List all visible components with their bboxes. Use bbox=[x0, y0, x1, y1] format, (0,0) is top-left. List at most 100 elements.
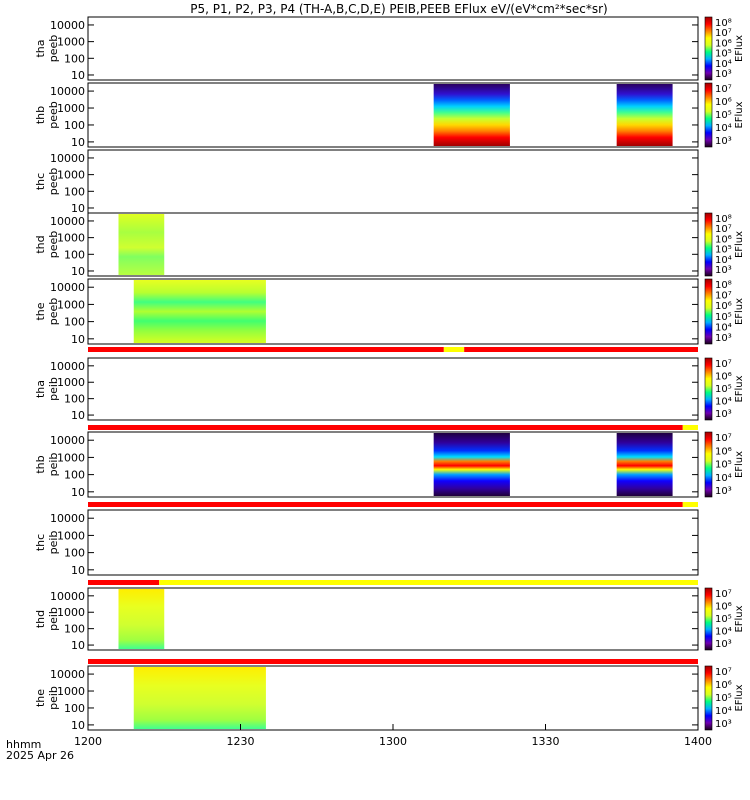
status-strip bbox=[88, 425, 698, 430]
status-strip bbox=[88, 659, 698, 664]
colorbar-tick-label: 10⁷ bbox=[715, 224, 732, 235]
colorbar-tick-label: 10⁴ bbox=[715, 627, 732, 638]
colorbar-tick-label: 10⁵ bbox=[715, 693, 732, 704]
panel-label-product: peeb bbox=[47, 101, 60, 129]
colorbar-label: EFlux bbox=[734, 605, 745, 632]
y-tick-label: 10000 bbox=[50, 19, 85, 32]
panel-label-probe: the bbox=[34, 689, 47, 707]
colorbar-tick-label: 10⁷ bbox=[715, 291, 732, 302]
colorbar-label: EFlux bbox=[734, 451, 745, 478]
panel-label-probe: the bbox=[34, 302, 47, 320]
y-tick-label: 100 bbox=[64, 393, 85, 406]
panel-label-product: peib bbox=[47, 377, 60, 401]
panel-label-product: peib bbox=[47, 531, 60, 555]
y-tick-label: 1000 bbox=[57, 529, 85, 542]
panel-frame bbox=[87, 16, 699, 81]
panel-frame bbox=[87, 509, 699, 576]
panel-label-probe: thd bbox=[34, 610, 47, 628]
strip-segment bbox=[88, 659, 698, 664]
spectrogram-block bbox=[433, 433, 510, 496]
colorbar bbox=[704, 16, 713, 81]
colorbar-label: EFlux bbox=[734, 375, 745, 402]
panel-frame bbox=[87, 431, 699, 498]
panel-label-probe: thb bbox=[34, 455, 47, 473]
colorbar-tick-label: 10⁶ bbox=[715, 97, 732, 108]
x-tick-label: 1200 bbox=[74, 735, 102, 748]
colorbar-tick-label: 10⁴ bbox=[715, 706, 732, 717]
strip-segment bbox=[88, 425, 683, 430]
panel-label-probe: thc bbox=[34, 534, 47, 551]
date-label: 2025 Apr 26 bbox=[6, 749, 74, 762]
y-tick-label: 100 bbox=[64, 248, 85, 261]
y-tick-label: 10000 bbox=[50, 85, 85, 98]
strip-segment bbox=[88, 347, 444, 352]
colorbar-tick-label: 10³ bbox=[715, 486, 732, 497]
colorbar-tick-label: 10⁶ bbox=[715, 234, 732, 245]
status-strip bbox=[88, 502, 698, 507]
y-tick-label: 10000 bbox=[50, 281, 85, 294]
spectrogram-block bbox=[433, 84, 510, 146]
colorbar-tick-label: 10⁸ bbox=[715, 214, 732, 225]
y-tick-label: 10 bbox=[71, 69, 85, 82]
colorbar-tick-label: 10⁶ bbox=[715, 301, 732, 312]
panel-label-probe: tha bbox=[34, 39, 47, 57]
panel-frame bbox=[87, 357, 699, 421]
y-tick-label: 10000 bbox=[50, 152, 85, 165]
y-tick-label: 100 bbox=[64, 119, 85, 132]
panel-label-product: peib bbox=[47, 607, 60, 631]
colorbar-tick-label: 10⁴ bbox=[715, 473, 732, 484]
strip-segment bbox=[464, 347, 698, 352]
y-tick-label: 100 bbox=[64, 547, 85, 560]
colorbar-tick-label: 10⁷ bbox=[715, 84, 732, 95]
colorbar-tick-label: 10⁷ bbox=[715, 667, 732, 678]
colorbar-tick-label: 10⁵ bbox=[715, 614, 732, 625]
colorbar-tick-label: 10³ bbox=[715, 69, 732, 80]
y-tick-label: 10 bbox=[71, 136, 85, 149]
colorbar-tick-label: 10³ bbox=[715, 719, 732, 730]
y-tick-label: 10 bbox=[71, 564, 85, 577]
colorbar-tick-label: 10⁷ bbox=[715, 433, 732, 444]
colorbar-tick-label: 10⁵ bbox=[715, 384, 732, 395]
x-tick-label: 1230 bbox=[227, 735, 255, 748]
spectrogram-block bbox=[616, 84, 673, 146]
colorbar-label: EFlux bbox=[734, 684, 745, 711]
panel-frame bbox=[87, 587, 699, 651]
panel-label-product: peib bbox=[47, 686, 60, 710]
panel-frame bbox=[87, 149, 699, 214]
spectrogram-block bbox=[616, 433, 673, 496]
y-tick-label: 1000 bbox=[57, 232, 85, 245]
colorbar-tick-label: 10³ bbox=[715, 639, 732, 650]
colorbar-tick-label: 10⁴ bbox=[715, 322, 732, 333]
x-tick-label: 1400 bbox=[684, 735, 712, 748]
y-tick-label: 1000 bbox=[57, 606, 85, 619]
x-tick-label: 1300 bbox=[379, 735, 407, 748]
y-tick-label: 10000 bbox=[50, 590, 85, 603]
panel-label-product: peeb bbox=[47, 168, 60, 196]
y-tick-label: 100 bbox=[64, 185, 85, 198]
strip-segment bbox=[88, 580, 160, 585]
colorbar-tick-label: 10³ bbox=[715, 409, 732, 420]
y-tick-label: 1000 bbox=[57, 102, 85, 115]
colorbar bbox=[704, 278, 713, 345]
panel-label-product: peib bbox=[47, 453, 60, 477]
colorbar-tick-label: 10⁵ bbox=[715, 110, 732, 121]
panel-label-probe: tha bbox=[34, 380, 47, 398]
figure-title: P5, P1, P2, P3, P4 (TH-A,B,C,D,E) PEIB,P… bbox=[190, 2, 607, 16]
colorbar-tick-label: 10⁷ bbox=[715, 28, 732, 39]
y-tick-label: 1000 bbox=[57, 169, 85, 182]
spectrogram-block bbox=[118, 589, 165, 649]
colorbar-tick-label: 10⁵ bbox=[715, 49, 732, 60]
y-tick-label: 1000 bbox=[57, 298, 85, 311]
panel-label-product: peeb bbox=[47, 35, 60, 63]
colorbar bbox=[704, 665, 713, 731]
colorbar-label: EFlux bbox=[734, 231, 745, 258]
panel-label-product: peeb bbox=[47, 298, 60, 326]
strip-segment bbox=[88, 502, 683, 507]
y-tick-label: 10000 bbox=[50, 668, 85, 681]
colorbar-label: EFlux bbox=[734, 298, 745, 325]
